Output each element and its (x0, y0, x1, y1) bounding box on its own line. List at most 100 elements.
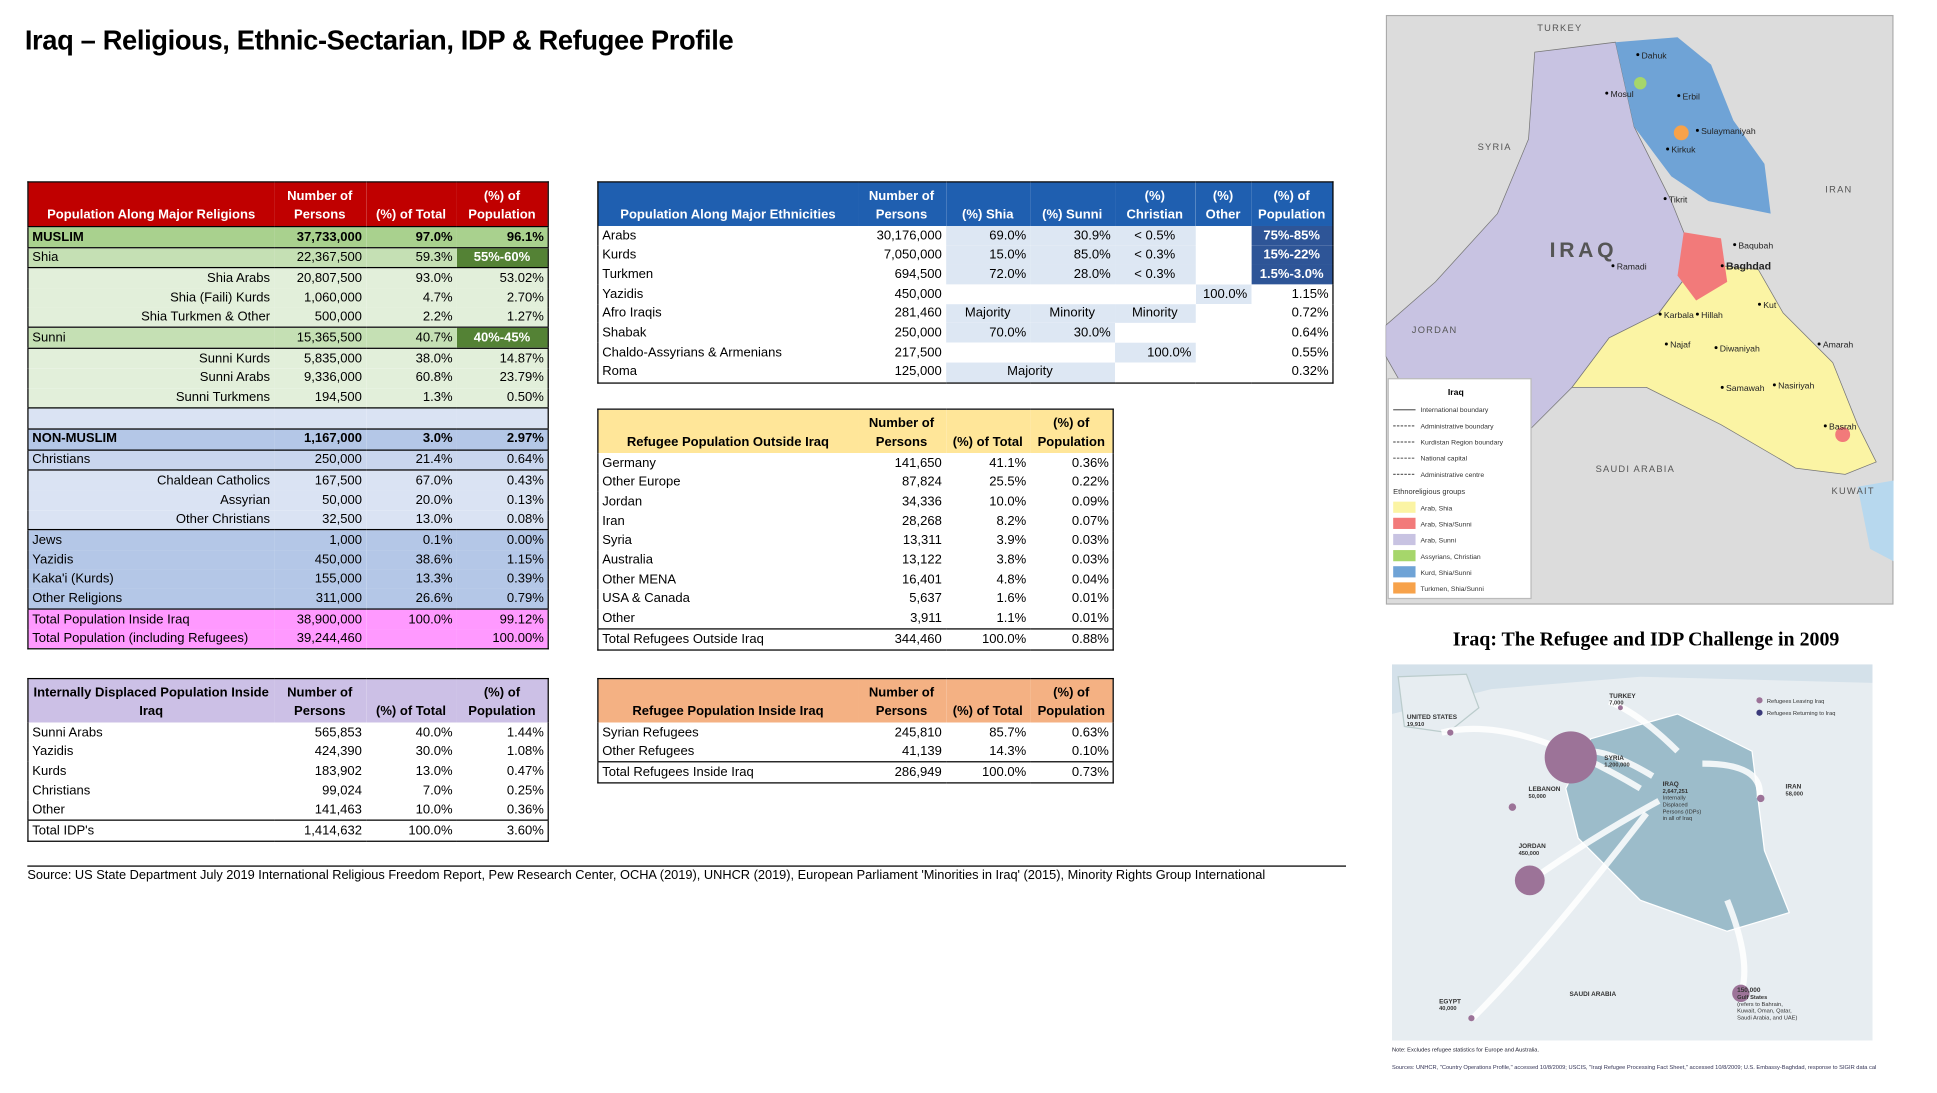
table-cell: 39,244,460 (296, 631, 362, 647)
city-marker (1714, 346, 1718, 350)
table-cell: 5,835,000 (303, 351, 362, 366)
table-cell: 40%-45% (456, 327, 549, 349)
table-cell (366, 629, 457, 649)
table-cell: < 0.3% (1114, 264, 1196, 285)
table-cell: 60.8% (415, 370, 453, 386)
country-label: IRAQ (1550, 239, 1618, 262)
table-row: Jordan 34,336 10.0% 0.09% (598, 492, 1113, 511)
header-row: Population Along Major Ethnicities Number… (597, 181, 1333, 226)
table-cell (456, 408, 548, 429)
row-label (28, 408, 274, 429)
map-label: SYRIA (1604, 755, 1624, 762)
refugee-bubble (1514, 865, 1545, 896)
legend-text: Arab, Shia (1421, 505, 1453, 512)
row-label: Shia Turkmen & Other (141, 309, 271, 325)
table-cell: 85.7% (989, 724, 1027, 740)
table-cell: 100.0% (982, 631, 1027, 647)
table-cell (1114, 284, 1195, 303)
row-label: Turkmen (602, 266, 654, 282)
legend-text: Administrative centre (1421, 472, 1485, 479)
table-row: Sunni Kurds 5,835,000 38.0% 14.87% (27, 348, 549, 369)
table-cell: 14.3% (989, 744, 1027, 760)
column-header: (%) Christian (1126, 188, 1184, 222)
table-cell: Majority (945, 303, 1030, 324)
table-cell (946, 343, 1030, 362)
row-label: Kurds (32, 763, 67, 779)
city-marker (1823, 424, 1827, 428)
row-label: Iran (602, 513, 625, 529)
city-marker (1817, 342, 1821, 346)
table-cell: 167,500 (314, 472, 362, 488)
column-header: Population Along Major Ethnicities (620, 207, 836, 222)
region-assyrian (1634, 76, 1647, 90)
city-marker (1664, 342, 1668, 346)
map-label: 450,000 (1519, 851, 1540, 857)
map-label: IRAN (1786, 783, 1802, 790)
row-label: Total IDP's (32, 823, 95, 839)
row-label: Christians (32, 783, 91, 798)
table-cell (1195, 304, 1251, 323)
table-cell: 450,000 (894, 286, 942, 302)
flow-arrow (1608, 698, 1680, 754)
row-label: Roma (602, 364, 638, 380)
flow-arrow (1529, 798, 1661, 883)
refugee-bubble (1732, 984, 1750, 1003)
legend-text: Administrative boundary (1421, 423, 1495, 430)
flow-arrow (1702, 760, 1763, 799)
table-row: Germany 141,650 41.1% 0.36% (598, 453, 1113, 472)
table-cell: 141,463 (314, 802, 362, 818)
region-turkmen (1673, 125, 1689, 141)
row-label: Sunni (32, 330, 66, 346)
city-marker (1677, 94, 1681, 98)
table-cell: 4.8% (996, 572, 1027, 587)
legend-text: Turkmen, Shia/Sunni (1421, 586, 1485, 593)
column-header: (%) of Total (375, 703, 447, 719)
table-cell: 97.0% (415, 229, 453, 245)
table-cell: 0.22% (1071, 474, 1109, 490)
refugee-bubble (1617, 705, 1623, 711)
table-cell: 0.64% (506, 452, 544, 468)
table-cell: 250,000 (314, 452, 362, 468)
table-cell: 1.6% (996, 591, 1027, 607)
table-cell: 13.0% (415, 511, 453, 527)
table-cell: 38.0% (415, 351, 453, 366)
map-label: 2,647,251 (1663, 789, 1689, 795)
table-cell: 20.0% (415, 492, 453, 508)
city-label: Baghdad (1726, 260, 1771, 272)
legend-text: Kurdistan Region boundary (1421, 440, 1504, 447)
row-label: Afro Iraqis (602, 305, 662, 321)
table-cell (1114, 362, 1195, 382)
table-cell: Minority (1029, 303, 1115, 324)
city-marker (1663, 197, 1667, 201)
table-cell: < 0.3% (1114, 245, 1196, 265)
table-cell: 25.5% (989, 474, 1027, 490)
row-label: Shia (32, 249, 59, 265)
table-row: Syria 13,311 3.9% 0.03% (598, 531, 1113, 550)
table-row: Assyrian 50,000 20.0% 0.13% (27, 490, 549, 510)
data-table: Population Along Major Religions Number o… (27, 181, 549, 650)
row-label: Other (602, 611, 635, 626)
table-row: MUSLIM 37,733,000 97.0% 96.1% (27, 226, 549, 248)
table-cell: 0.01% (1071, 591, 1109, 607)
table-cell: 8.2% (996, 513, 1027, 529)
table-row: Shia Turkmen & Other 500,000 2.2% 1.27% (27, 307, 549, 328)
table-cell: 13,122 (901, 552, 942, 568)
refugee-bubble (1447, 729, 1454, 736)
table-cell: 194,500 (314, 390, 362, 405)
legend-dot (1756, 709, 1763, 716)
map-label: LEBANON (1529, 786, 1561, 793)
map-label: 50,000 (1529, 794, 1546, 800)
table-cell: 1.3% (422, 390, 453, 405)
table-cell: 0.43% (506, 472, 544, 488)
legend-text: Assyrians, Christian (1421, 554, 1481, 561)
city-label: Najaf (1670, 340, 1691, 350)
column-header: Number of Persons (868, 415, 935, 450)
table-cell: 0.13% (506, 492, 544, 508)
table-cell: 0.03% (1071, 552, 1109, 568)
source-note: Source: US State Department July 2019 In… (27, 869, 1266, 883)
refugee-bubble (1757, 794, 1765, 803)
table-row: Yazidis 424,390 30.0% 1.08% (28, 742, 548, 761)
table-cell: 0.04% (1071, 572, 1109, 587)
data-table: Refugee Population Inside Iraq Number of … (597, 677, 1114, 784)
